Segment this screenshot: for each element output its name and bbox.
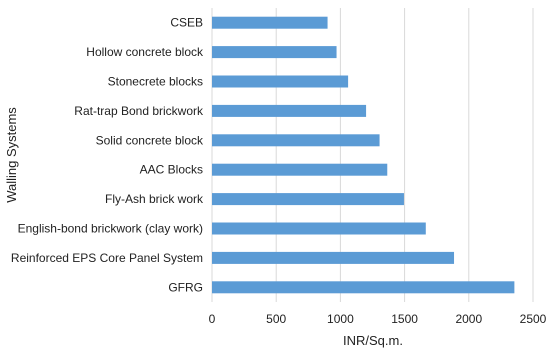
- category-label: GFRG: [168, 280, 203, 294]
- bar: [212, 134, 380, 147]
- x-tick-label: 2500: [520, 312, 547, 326]
- bar: [212, 104, 367, 117]
- x-axis-title: INR/Sq.m.: [343, 333, 403, 348]
- bar: [212, 222, 426, 235]
- category-label: Rat-trap Bond brickwork: [74, 104, 204, 118]
- bars: [212, 16, 515, 294]
- x-tick-label: 1000: [327, 312, 354, 326]
- category-label: English-bond brickwork (clay work): [18, 222, 203, 236]
- x-tick-label: 0: [209, 312, 216, 326]
- bar: [212, 193, 404, 206]
- bar: [212, 281, 515, 294]
- x-tick-label: 2000: [455, 312, 482, 326]
- category-label: Solid concrete block: [96, 133, 204, 147]
- category-label: Hollow concrete block: [86, 45, 204, 59]
- x-tick-labels: 0 500 1000 1500 2000 2500: [209, 312, 547, 326]
- category-label: AAC Blocks: [140, 163, 203, 177]
- category-label: Reinforced EPS Core Panel System: [11, 251, 203, 265]
- category-label: Stonecrete blocks: [108, 75, 203, 89]
- bar: [212, 75, 349, 88]
- bar: [212, 16, 328, 29]
- x-tick-label: 500: [266, 312, 286, 326]
- category-labels: CSEB Hollow concrete block Stonecrete bloc…: [11, 16, 204, 295]
- x-tick-label: 1500: [391, 312, 418, 326]
- bar: [212, 163, 388, 176]
- y-axis-title: Walling Systems: [4, 107, 19, 203]
- category-label: Fly-Ash brick work: [105, 192, 204, 206]
- bar: [212, 46, 337, 59]
- bar: [212, 251, 455, 264]
- category-label: CSEB: [170, 16, 203, 30]
